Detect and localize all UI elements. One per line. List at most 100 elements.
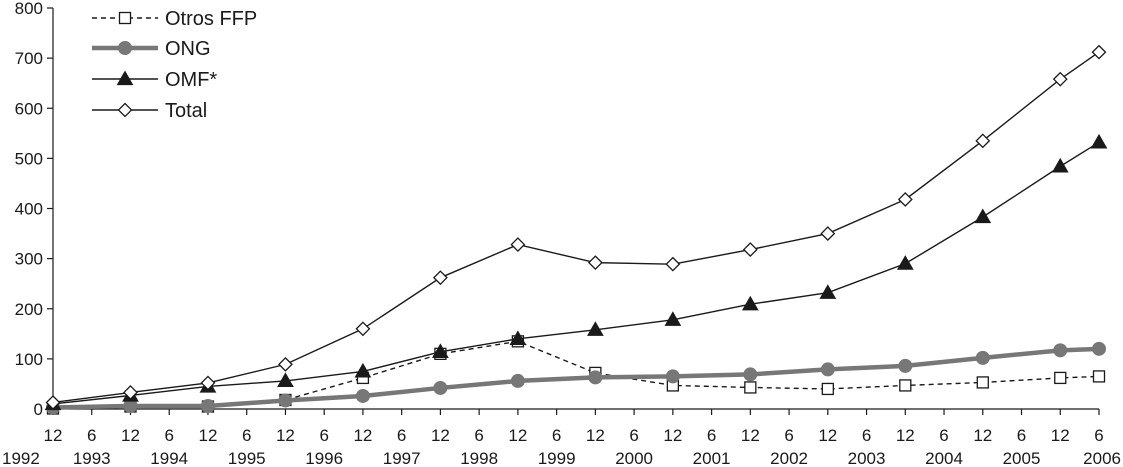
data-point [742,242,758,258]
x-tick-year-label: 2005 [1003,449,1041,467]
data-point [975,133,991,149]
y-tick-label: 500 [15,149,43,168]
data-point [510,237,526,253]
x-tick-month-label: 6 [319,426,328,445]
x-tick-month-label: 6 [164,426,173,445]
x-tick-month-label: 6 [397,426,406,445]
x-tick-month-label: 6 [1094,426,1103,445]
legend-item: OMF* [92,69,217,91]
data-point [354,362,372,378]
y-tick-label: 200 [15,300,43,319]
series-line [52,51,1100,404]
data-point [975,350,990,365]
x-tick-month-label: 6 [1017,426,1026,445]
data-point [743,367,758,382]
x-tick-year-label: 2003 [848,449,886,467]
data-point [974,208,992,224]
x-tick-month-label: 12 [44,426,63,445]
x-tick-month-label: 12 [276,426,295,445]
data-point [509,330,527,345]
x-tick-month-label: 6 [474,426,483,445]
x-tick-month-label: 6 [939,426,948,445]
x-tick-year-label: 2002 [770,449,808,467]
x-tick-month-label: 6 [552,426,561,445]
x-tick-year-label: 2004 [925,449,963,467]
x-tick-year-label: 2006 [1083,449,1121,467]
legend-label: ONG [165,38,211,60]
legend-label: Total [165,100,207,122]
legend-item: Total [92,100,207,122]
x-tick-year-label: 1994 [150,449,188,467]
data-point [278,356,293,372]
x-tick-month-label: 12 [818,426,837,445]
data-point [432,270,448,286]
y-tick-label: 400 [15,200,43,219]
data-point [741,295,759,311]
y-tick-label: 100 [15,350,43,369]
data-point [1092,370,1106,383]
x-tick-month-label: 12 [663,426,682,445]
data-point [821,382,834,396]
data-point [200,375,216,391]
x-tick-month-label: 12 [741,426,760,445]
data-point [355,388,370,403]
x-tick-month-label: 6 [242,426,251,445]
legend-item: Otros FFP [92,8,257,30]
data-point [1054,371,1067,385]
x-tick-month-label: 12 [973,426,992,445]
data-point [588,370,603,385]
data-point [820,362,835,377]
series-omf [44,133,1108,411]
legend-label: OMF* [165,69,217,91]
x-tick-month-label: 6 [707,426,716,445]
x-tick-year-label: 1997 [383,449,421,467]
data-point [1092,341,1106,356]
data-point [277,372,294,388]
series-layer [44,44,1108,415]
legend-swatch-marker [117,102,133,118]
x-tick-year-label: 1996 [305,449,343,467]
x-tick-month-label: 6 [862,426,871,445]
data-point [819,284,837,299]
data-point [45,395,61,410]
x-tick-year-label: 1995 [228,449,266,467]
data-point [897,192,913,207]
x-tick-month-label: 12 [586,426,605,445]
data-point [744,381,757,394]
y-tick-label: 700 [15,49,43,68]
data-point [1051,157,1069,173]
x-tick-year-label: 2001 [693,449,731,467]
data-point [123,385,138,400]
y-tick-label: 300 [15,250,43,269]
data-point [510,373,525,388]
series-line [52,340,1100,410]
legend: Otros FFP ONG OMF* Total [92,8,257,122]
legend-swatch-marker [118,41,132,55]
legend-swatch-marker [116,70,134,86]
data-point [976,376,989,389]
data-point [587,321,604,336]
data-point [1052,71,1068,87]
data-point [899,379,912,392]
x-tick-year-label: 1999 [538,449,576,467]
series-total [45,44,1107,410]
x-tick-month-label: 12 [353,426,372,445]
x-tick-year-label: 1992 [2,449,40,467]
x-tick-month-label: 12 [121,426,140,445]
x-tick-month-label: 6 [87,426,96,445]
y-tick-label: 800 [15,0,43,18]
legend-label: Otros FFP [165,8,257,30]
x-tick-month-label: 12 [1051,426,1070,445]
y-tick-label: 0 [34,400,43,419]
data-point [896,255,914,270]
data-point [278,393,293,408]
data-point [1090,133,1108,149]
x-tick-month-label: 6 [629,426,638,445]
data-point [433,380,448,395]
data-point [1091,44,1107,60]
data-point [820,226,836,241]
x-tick-year-label: 1993 [73,449,111,467]
data-point [432,343,449,358]
